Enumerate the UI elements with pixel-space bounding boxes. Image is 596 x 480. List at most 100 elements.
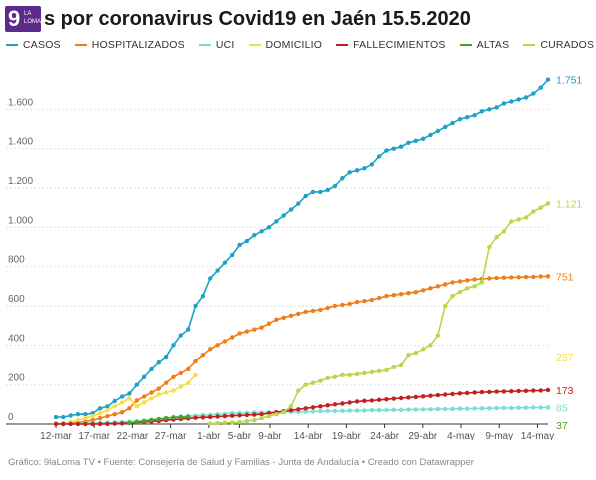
data-point xyxy=(531,91,536,96)
data-point xyxy=(531,388,536,393)
data-point xyxy=(479,280,485,285)
data-point xyxy=(421,288,426,293)
legend-swatch xyxy=(336,44,349,46)
data-point xyxy=(428,393,433,398)
data-point xyxy=(443,282,448,287)
data-point xyxy=(384,407,389,413)
data-point xyxy=(472,406,477,411)
data-point xyxy=(509,99,514,104)
data-point xyxy=(347,372,352,377)
data-point xyxy=(215,268,220,273)
data-point xyxy=(354,168,360,173)
data-point xyxy=(178,333,183,338)
data-point xyxy=(105,413,110,419)
data-point xyxy=(149,390,154,395)
data-point xyxy=(266,321,272,326)
data-point xyxy=(200,294,206,299)
data-point xyxy=(479,109,485,114)
data-point xyxy=(443,406,448,412)
data-point xyxy=(457,391,463,396)
data-point xyxy=(163,380,169,385)
legend-item-fallecimientos[interactable]: FALLECIMIENTOS xyxy=(336,38,445,52)
data-point xyxy=(193,372,198,377)
legend-label: HOSPITALIZADOS xyxy=(91,39,185,51)
data-point xyxy=(134,382,139,387)
data-point xyxy=(53,414,59,420)
data-point xyxy=(457,117,463,122)
data-point xyxy=(149,396,154,401)
data-point xyxy=(237,413,242,418)
data-point xyxy=(222,260,228,265)
line-chart: 0 200 400 600 800 1.000 1.200 1.400 1.600 12-mar 1… xyxy=(6,75,582,440)
data-point xyxy=(523,215,529,220)
data-point xyxy=(406,395,411,400)
data-point xyxy=(171,374,176,379)
data-point xyxy=(149,417,154,423)
legend-item-casos[interactable]: CASOS xyxy=(6,38,61,52)
data-point xyxy=(230,252,235,258)
data-point xyxy=(435,406,441,412)
data-point xyxy=(332,183,338,189)
data-point xyxy=(347,301,352,307)
data-point xyxy=(516,275,521,280)
data-point xyxy=(340,408,345,413)
data-point xyxy=(303,409,308,414)
data-point xyxy=(479,406,485,411)
data-point xyxy=(303,309,308,315)
data-point xyxy=(376,295,382,301)
data-point xyxy=(369,408,374,413)
data-point xyxy=(398,144,404,149)
data-point xyxy=(340,176,345,181)
data-point xyxy=(318,189,323,195)
data-point xyxy=(340,372,345,377)
x-tick-label: 24-abr xyxy=(370,431,400,440)
data-point xyxy=(127,406,132,411)
data-point xyxy=(208,347,213,352)
data-point xyxy=(318,378,323,383)
data-point xyxy=(509,219,514,224)
legend-swatch xyxy=(74,44,87,46)
x-tick-label: 9-may xyxy=(485,431,513,440)
data-point xyxy=(215,421,220,426)
legend-item-uci[interactable]: UCI xyxy=(198,38,235,52)
chart-title: s por coronavirus Covid19 en Jaén 15.5.2… xyxy=(44,8,471,30)
x-tick-label: 19-abr xyxy=(332,431,362,440)
data-point xyxy=(545,274,551,279)
data-point xyxy=(222,339,228,344)
data-point xyxy=(222,413,228,419)
data-point xyxy=(296,407,301,412)
data-point xyxy=(230,335,235,340)
data-point xyxy=(75,417,81,423)
legend-item-hospitalizados[interactable]: HOSPITALIZADOS xyxy=(74,38,185,52)
data-point xyxy=(90,413,95,419)
data-point xyxy=(61,421,66,427)
data-point xyxy=(75,421,81,427)
data-point xyxy=(288,404,294,409)
data-point xyxy=(281,315,286,320)
data-point xyxy=(421,394,426,399)
data-point xyxy=(310,189,316,195)
data-point xyxy=(310,308,316,314)
data-point xyxy=(178,384,183,389)
data-point xyxy=(244,329,250,334)
data-point xyxy=(208,276,213,281)
data-point xyxy=(310,380,316,385)
legend-item-domicilio[interactable]: DOMICILIO xyxy=(248,38,323,52)
data-point xyxy=(384,148,389,153)
y-tick-label: 200 xyxy=(8,373,25,384)
data-point xyxy=(156,392,161,397)
data-point xyxy=(509,389,514,394)
data-point xyxy=(362,370,367,376)
data-point xyxy=(252,417,257,423)
legend-item-curados[interactable]: CURADOS xyxy=(523,38,594,52)
data-point xyxy=(156,386,161,391)
end-label-casos: 1.751 xyxy=(556,75,582,87)
data-point xyxy=(75,412,81,417)
data-point xyxy=(303,406,308,411)
data-point xyxy=(354,408,360,413)
data-point xyxy=(494,235,499,240)
data-point xyxy=(171,343,176,348)
data-point xyxy=(531,405,536,410)
data-point xyxy=(288,313,294,318)
legend-item-altas[interactable]: ALTAS xyxy=(459,38,510,52)
